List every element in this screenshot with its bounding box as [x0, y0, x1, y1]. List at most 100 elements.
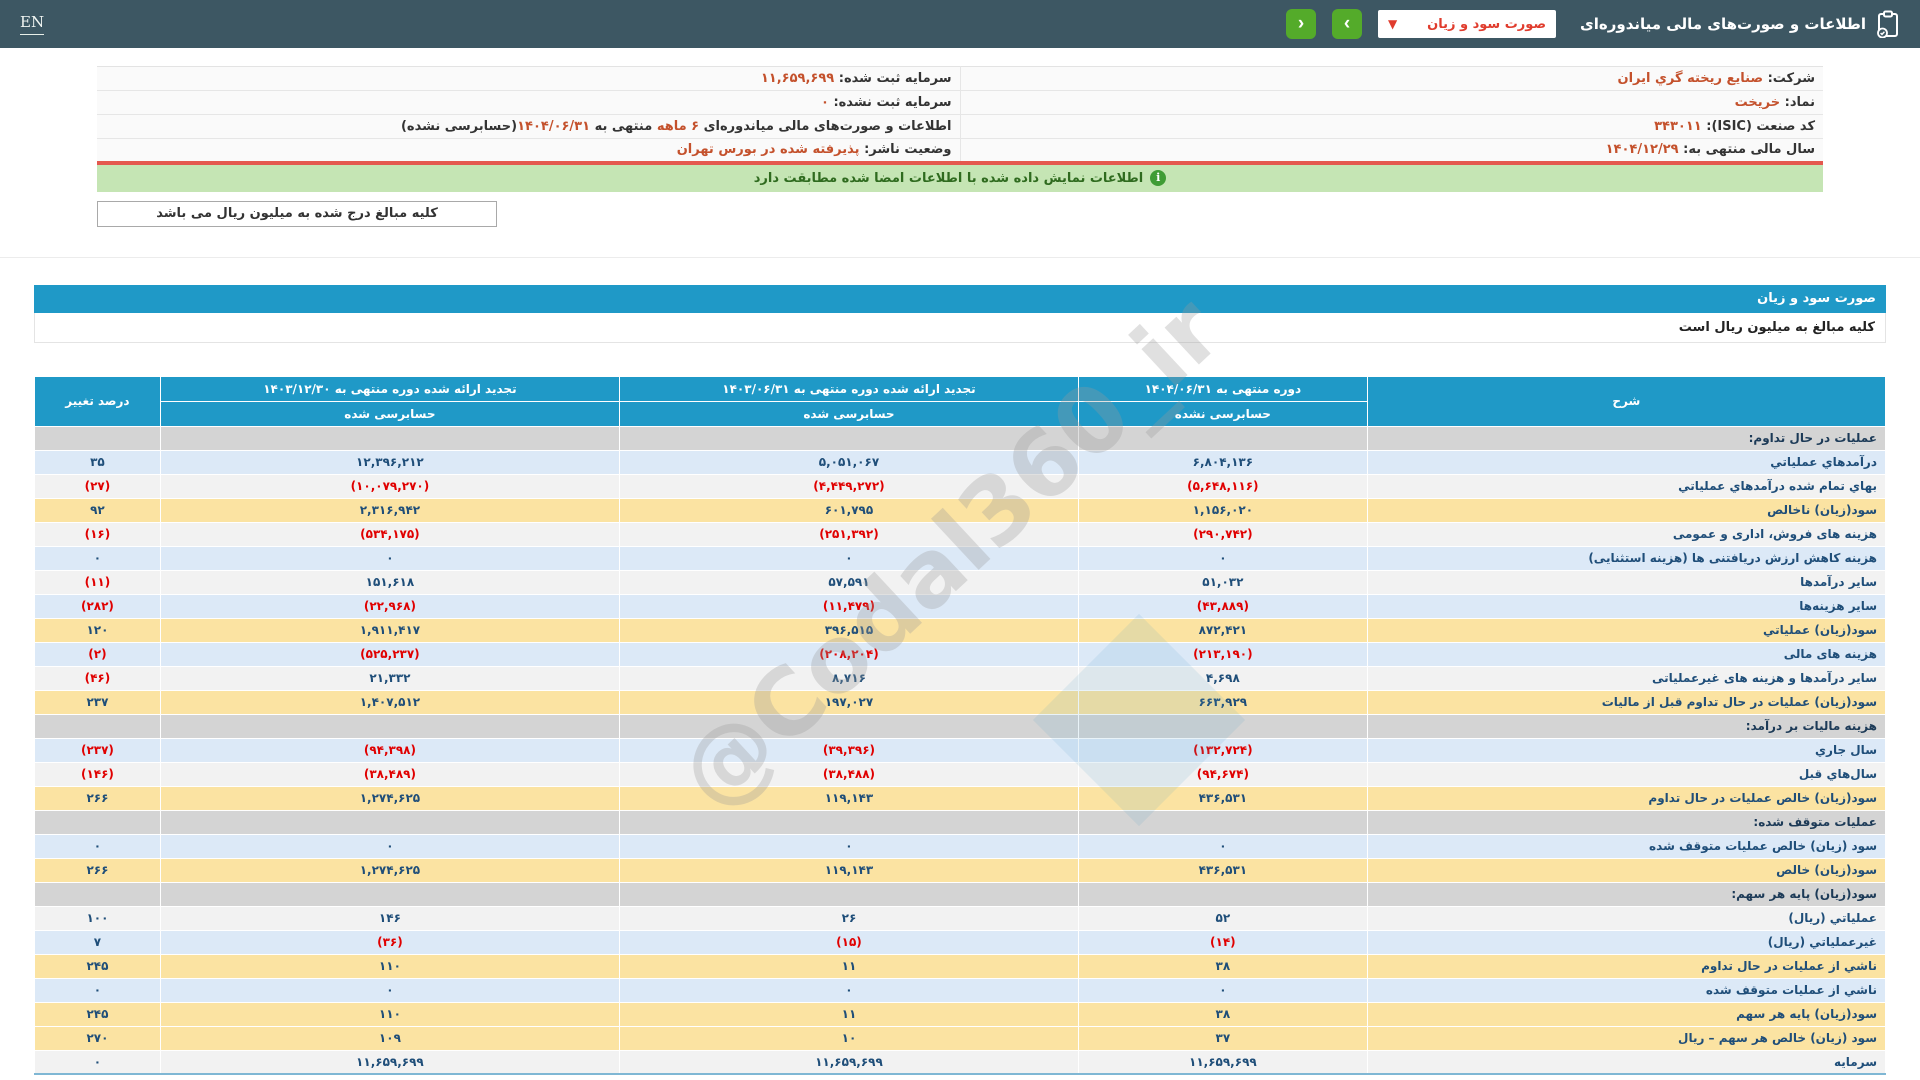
value-cell: ۳۸ [1078, 954, 1367, 978]
value-cell: ۰ [1078, 978, 1367, 1002]
value-cell: ۴,۶۹۸ [1078, 666, 1367, 690]
empty-cell [160, 810, 619, 834]
unregistered-capital-value: ۰ [821, 95, 829, 110]
table-row: سال جاري(۱۳۲,۷۲۴)(۳۹,۳۹۶)(۹۴,۳۹۸)(۲۳۷) [35, 738, 1886, 762]
value-cell: ۱۱ [619, 1002, 1078, 1026]
empty-cell [1078, 714, 1367, 738]
percent-change-cell: ۲۴۵ [35, 1002, 161, 1026]
row-label: سال جاري [1367, 738, 1885, 762]
fiscal-year-value: ۱۴۰۴/۱۲/۲۹ [1606, 142, 1679, 157]
report-period-months: ۶ ماهه [657, 119, 699, 134]
value-cell: ۳۹۶,۵۱۵ [619, 618, 1078, 642]
col-subheader-audited: حسابرسی شده [619, 401, 1078, 426]
fiscal-year-label: سال مالی منتهی به: [1683, 142, 1815, 157]
statement-type-select[interactable]: صورت سود و زیان ▼ [1378, 10, 1556, 38]
row-label: ناشي از عملیات متوقف شده [1367, 978, 1885, 1002]
value-cell: ۱۰ [619, 1026, 1078, 1050]
value-cell: ۶۰۱,۷۹۵ [619, 498, 1078, 522]
value-cell: ۱۱,۶۵۹,۶۹۹ [160, 1050, 619, 1074]
value-cell: (۲۲,۹۶۸) [160, 594, 619, 618]
empty-cell [35, 882, 161, 906]
value-cell: (۲۰۸,۲۰۴) [619, 642, 1078, 666]
value-cell: (۴۳,۸۸۹) [1078, 594, 1367, 618]
company-cell: شرکت: صنایع ریخته گري ایران [960, 67, 1823, 91]
isic-value: ۳۴۳۰۱۱ [1654, 119, 1702, 134]
value-cell: ۱۱,۶۵۹,۶۹۹ [1078, 1050, 1367, 1074]
col-subheader-unaudited: حسابرسی نشده [1078, 401, 1367, 426]
value-cell: ۲,۳۱۶,۹۴۲ [160, 498, 619, 522]
info-icon: i [1150, 170, 1166, 186]
empty-cell [35, 810, 161, 834]
value-cell: (۲۹۰,۷۴۲) [1078, 522, 1367, 546]
empty-cell [619, 426, 1078, 450]
value-cell: ۱,۱۵۶,۰۲۰ [1078, 498, 1367, 522]
percent-change-cell: (۱۴۶) [35, 762, 161, 786]
table-row: هزینه های فروش، اداری و عمومی(۲۹۰,۷۴۲)(۲… [35, 522, 1886, 546]
row-label: سود(زیان) پایه هر سهم [1367, 1002, 1885, 1026]
chevron-down-icon: ▼ [1388, 17, 1397, 31]
value-cell: ۱۱۰ [160, 1002, 619, 1026]
value-cell: (۱۵) [619, 930, 1078, 954]
report-period-text: اطلاعات و صورت‌های مالی میاندوره‌ای [699, 119, 951, 134]
value-cell: ۰ [1078, 546, 1367, 570]
value-cell: ۶,۸۰۴,۱۳۶ [1078, 450, 1367, 474]
percent-change-cell: (۱۶) [35, 522, 161, 546]
value-cell: (۵۲۵,۲۳۷) [160, 642, 619, 666]
unregistered-capital-cell: سرمایه ثبت نشده: ۰ [97, 91, 960, 115]
value-cell: ۰ [619, 546, 1078, 570]
listing-status-cell: وضعیت ناشر: پذیرفته شده در بورس تهران [97, 139, 960, 163]
table-row: سایر هزینه‌ها(۴۳,۸۸۹)(۱۱,۴۷۹)(۲۲,۹۶۸)(۲۸… [35, 594, 1886, 618]
value-cell: ۱۱,۶۵۹,۶۹۹ [619, 1050, 1078, 1074]
row-label: سود (زیان) خالص عملیات متوقف شده [1367, 834, 1885, 858]
table-row: سود(زیان) پایه هر سهم۳۸۱۱۱۱۰۲۴۵ [35, 1002, 1886, 1026]
percent-change-cell: ۷ [35, 930, 161, 954]
value-cell: ۳۸ [1078, 1002, 1367, 1026]
value-cell: ۱۱۰ [160, 954, 619, 978]
row-label: سرمایه [1367, 1050, 1885, 1074]
value-cell: (۳۸,۴۸۸) [619, 762, 1078, 786]
value-cell: (۱۰,۰۷۹,۲۷۰) [160, 474, 619, 498]
divider [0, 257, 1920, 258]
table-row: غیرعملیاتي (ریال)(۱۴)(۱۵)(۳۶)۷ [35, 930, 1886, 954]
value-cell: ۸,۷۱۶ [619, 666, 1078, 690]
percent-change-cell: ۲۷۰ [35, 1026, 161, 1050]
symbol-value: خریخت [1735, 95, 1780, 110]
company-info-table: شرکت: صنایع ریخته گري ایران سرمایه ثبت ش… [97, 66, 1823, 165]
percent-change-cell: (۲۸۲) [35, 594, 161, 618]
section-label: عملیات متوقف شده: [1367, 810, 1885, 834]
next-statement-button[interactable]: › [1332, 9, 1362, 39]
units-note-box: کلیه مبالغ درج شده به میلیون ریال می باش… [97, 201, 497, 227]
value-cell: ۸۷۲,۴۲۱ [1078, 618, 1367, 642]
col-header-restated-fullyear: تجدید ارائه شده دوره منتهی به ۱۴۰۳/۱۲/۳۰ [160, 376, 619, 401]
value-cell: ۴۳۶,۵۳۱ [1078, 786, 1367, 810]
language-en-link[interactable]: EN [20, 13, 44, 35]
percent-change-cell: ۲۴۵ [35, 954, 161, 978]
section-label: سود(زیان) پایه هر سهم: [1367, 882, 1885, 906]
section-row: عملیات در حال تداوم: [35, 426, 1886, 450]
value-cell: ۱,۴۰۷,۵۱۲ [160, 690, 619, 714]
value-cell: ۳۷ [1078, 1026, 1367, 1050]
value-cell: ۱۴۶ [160, 906, 619, 930]
value-cell: ۱۱ [619, 954, 1078, 978]
value-cell: ۰ [160, 978, 619, 1002]
prev-statement-button[interactable]: ‹ [1286, 9, 1316, 39]
row-label: سال‌هاي قبل [1367, 762, 1885, 786]
value-cell: (۴,۴۴۹,۲۷۲) [619, 474, 1078, 498]
empty-cell [1078, 882, 1367, 906]
col-header-percent-change: درصد تغییر [35, 376, 161, 426]
value-cell: ۱,۹۱۱,۴۱۷ [160, 618, 619, 642]
registered-capital-cell: سرمایه ثبت شده: ۱۱,۶۵۹,۶۹۹ [97, 67, 960, 91]
listing-status-value: پذیرفته شده در بورس تهران [677, 142, 860, 157]
income-statement-body: عملیات در حال تداوم:درآمدهاي عملیاتي۶,۸۰… [35, 426, 1886, 1074]
percent-change-cell: ۰ [35, 1050, 161, 1074]
value-cell: ۰ [619, 978, 1078, 1002]
value-cell: ۰ [1078, 834, 1367, 858]
company-value: صنایع ریخته گري ایران [1618, 71, 1764, 86]
clipboard-check-icon [1876, 10, 1900, 38]
table-row: هزینه های مالی(۲۱۳,۱۹۰)(۲۰۸,۲۰۴)(۵۲۵,۲۳۷… [35, 642, 1886, 666]
top-bar: اطلاعات و صورت‌های مالی میاندوره‌ای صورت… [0, 0, 1920, 48]
table-row: سود(زیان) خالص۴۳۶,۵۳۱۱۱۹,۱۴۳۱,۲۷۴,۶۲۵۲۶۶ [35, 858, 1886, 882]
row-label: سایر درآمدها [1367, 570, 1885, 594]
row-label: هزینه های فروش، اداری و عمومی [1367, 522, 1885, 546]
statement-units-row: کلیه مبالغ به میلیون ریال است [34, 313, 1886, 343]
